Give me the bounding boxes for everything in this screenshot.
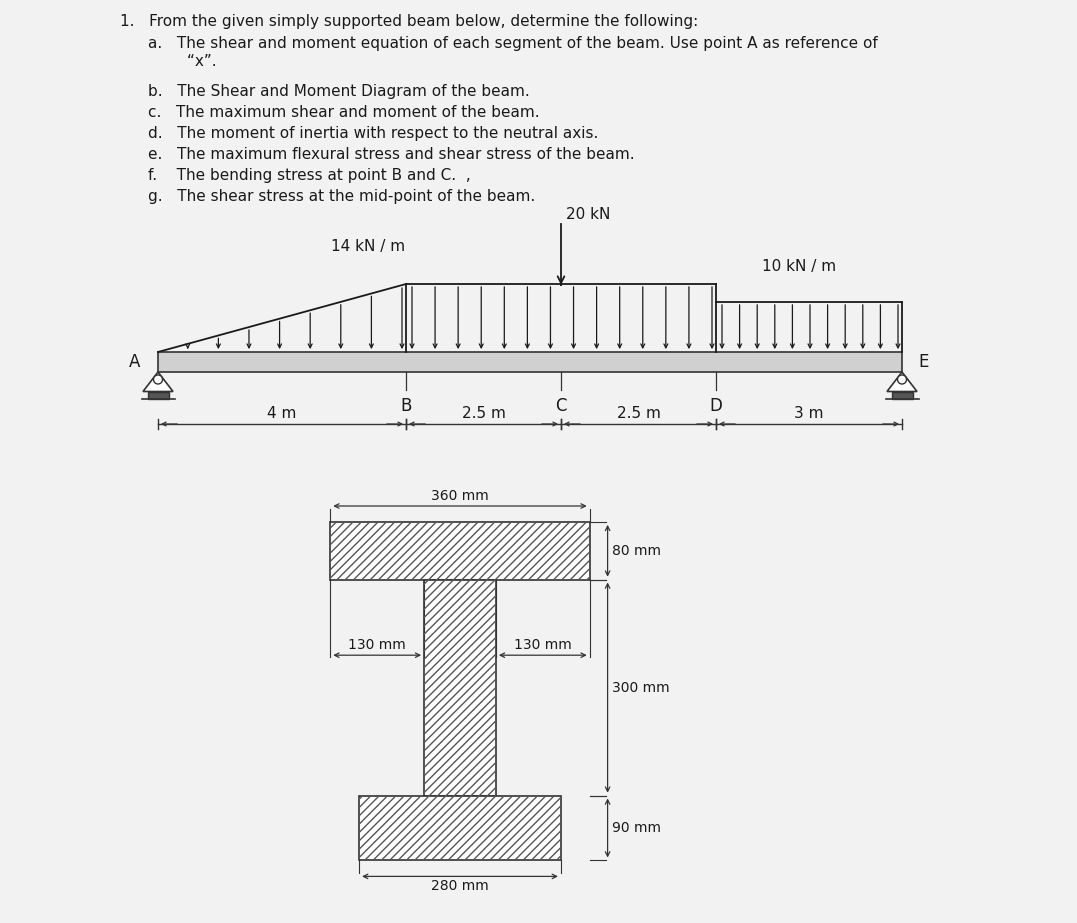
Text: e.   The maximum flexural stress and shear stress of the beam.: e. The maximum flexural stress and shear… — [148, 147, 634, 162]
Text: 360 mm: 360 mm — [431, 489, 489, 503]
Text: c.   The maximum shear and moment of the beam.: c. The maximum shear and moment of the b… — [148, 105, 540, 120]
Polygon shape — [887, 372, 917, 391]
Bar — [424, 580, 496, 796]
Text: 300 mm: 300 mm — [612, 680, 669, 695]
Text: 2.5 m: 2.5 m — [462, 406, 505, 421]
Text: B: B — [401, 397, 411, 415]
Text: f.    The bending stress at point B and C.  ,: f. The bending stress at point B and C. … — [148, 168, 471, 183]
Text: d.   The moment of inertia with respect to the neutral axis.: d. The moment of inertia with respect to… — [148, 126, 599, 141]
Text: “x”.: “x”. — [148, 54, 216, 69]
Text: b.   The Shear and Moment Diagram of the beam.: b. The Shear and Moment Diagram of the b… — [148, 84, 530, 99]
Text: 1.   From the given simply supported beam below, determine the following:: 1. From the given simply supported beam … — [120, 14, 698, 29]
Circle shape — [154, 375, 163, 384]
Text: 4 m: 4 m — [267, 406, 296, 421]
Bar — [331, 522, 589, 580]
Bar — [892, 391, 912, 399]
Text: 10 kN / m: 10 kN / m — [763, 259, 837, 274]
Bar — [331, 522, 589, 580]
Bar — [148, 391, 168, 399]
Text: 2.5 m: 2.5 m — [616, 406, 660, 421]
Text: E: E — [918, 353, 928, 371]
Bar — [360, 796, 561, 860]
Bar — [360, 796, 561, 860]
Circle shape — [897, 375, 907, 384]
Text: 80 mm: 80 mm — [612, 544, 660, 557]
Text: 3 m: 3 m — [794, 406, 824, 421]
Text: 90 mm: 90 mm — [612, 821, 660, 835]
Polygon shape — [143, 372, 173, 391]
Text: C: C — [556, 397, 567, 415]
Text: 130 mm: 130 mm — [514, 638, 572, 653]
Text: 280 mm: 280 mm — [431, 880, 489, 893]
Bar — [424, 580, 496, 796]
Text: A: A — [128, 353, 140, 371]
Text: a.   The shear and moment equation of each segment of the beam. Use point A as r: a. The shear and moment equation of each… — [148, 36, 878, 51]
Text: 20 kN: 20 kN — [567, 207, 611, 222]
Text: 130 mm: 130 mm — [348, 638, 406, 653]
Text: 14 kN / m: 14 kN / m — [331, 239, 405, 254]
Text: D: D — [710, 397, 723, 415]
Text: g.   The shear stress at the mid-point of the beam.: g. The shear stress at the mid-point of … — [148, 189, 535, 204]
Bar — [158, 352, 903, 372]
